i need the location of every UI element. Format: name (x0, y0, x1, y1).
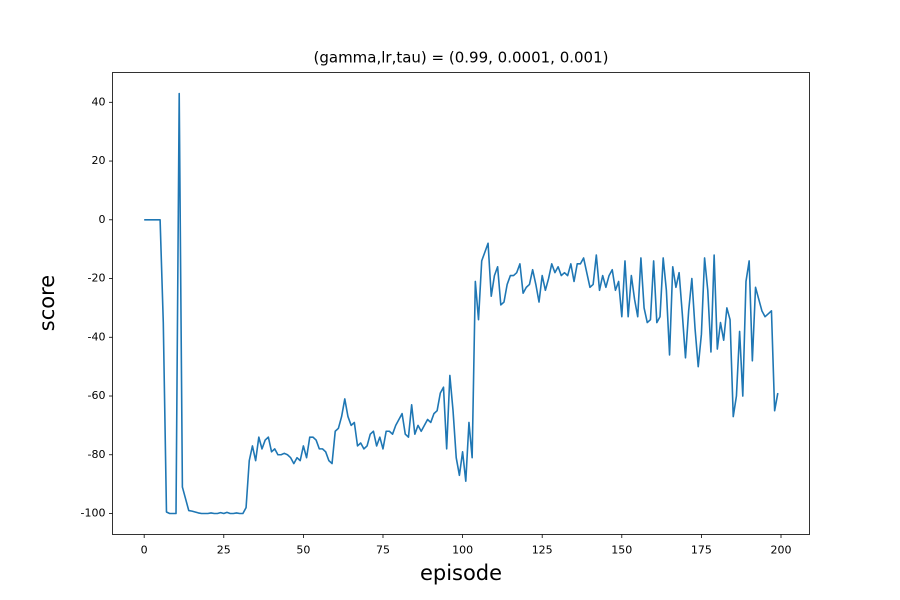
chart-title: (gamma,lr,tau) = (0.99, 0.0001, 0.001) (314, 49, 609, 67)
data-line (144, 92, 779, 515)
x-tick-label: 75 (376, 544, 390, 557)
x-tick-label: 125 (532, 544, 553, 557)
y-tick-label: -100 (81, 507, 106, 520)
y-tick-label: -40 (88, 330, 106, 343)
y-tick-label: 20 (92, 154, 106, 167)
x-axis-label: episode (420, 561, 502, 585)
x-tick-label: 0 (141, 544, 148, 557)
x-tick-label: 25 (217, 544, 231, 557)
plot-area (144, 92, 779, 515)
x-tick-label: 200 (771, 544, 792, 557)
x-tick-label: 50 (296, 544, 310, 557)
y-tick-label: 0 (99, 213, 106, 226)
y-axis-label: score (35, 275, 59, 331)
y-tick-label: 40 (92, 95, 106, 108)
y-tick-label: -80 (88, 448, 106, 461)
x-tick-label: 175 (691, 544, 712, 557)
x-tick-label: 100 (452, 544, 473, 557)
y-tick-label: -60 (88, 389, 106, 402)
y-tick-label: -20 (88, 272, 106, 285)
axes-frame (112, 72, 810, 535)
x-tick-label: 150 (611, 544, 632, 557)
